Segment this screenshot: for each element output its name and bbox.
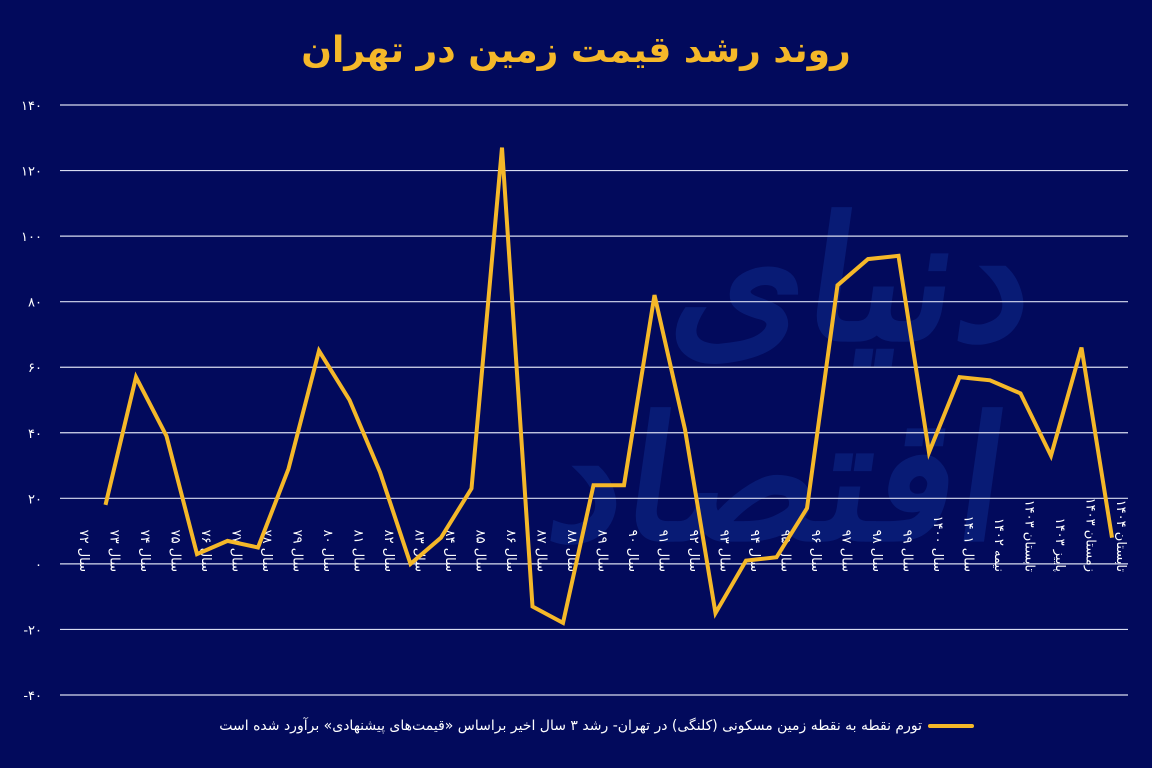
legend-label: تورم نقطه به نقطه زمین مسکونی (کلنگی) در…	[219, 718, 922, 734]
legend-line-swatch-icon	[928, 724, 974, 728]
x-tick-label: سال ۷۴	[137, 530, 152, 572]
x-tick-label: سال ۸۲	[381, 530, 396, 572]
x-tick-label: سال ۱۴۰۱	[961, 516, 976, 572]
x-tick-label: تابستان ۱۴۰۳	[1022, 500, 1037, 573]
y-tick-label: ۲۰	[28, 492, 42, 507]
data-line	[103, 147, 1114, 626]
chart-title: روند رشد قیمت زمین در تهران	[301, 30, 851, 71]
x-tick-label: سال ۱۴۰۰	[930, 516, 945, 572]
y-tick-label: ۰	[35, 558, 42, 573]
gridlines	[60, 104, 1128, 696]
y-tick-label: ۱۲۰	[21, 165, 42, 180]
x-tick-label: زمستان ۱۴۰۳	[1083, 498, 1098, 572]
x-tick-label: سال ۹۱	[656, 530, 671, 572]
x-tick-label: سال ۹۰	[625, 530, 640, 572]
y-tick-label: ۸۰	[28, 296, 42, 311]
x-tick-label: سال ۹۹	[900, 530, 915, 572]
x-tick-label: سال ۹۲	[686, 530, 701, 572]
x-tick-label: سال ۹۶	[808, 530, 823, 572]
x-tick-label: سال ۹۴	[747, 530, 762, 572]
x-tick-label: پاییز ۱۴۰۳	[1052, 518, 1067, 573]
y-tick-label: -۲۰	[23, 623, 42, 638]
x-tick-label: سال ۸۷	[534, 530, 549, 572]
x-tick-label: سال ۷۳	[107, 530, 122, 572]
y-tick-label: ۱۰۰	[21, 230, 42, 245]
x-tick-label: سال ۸۴	[442, 530, 457, 572]
x-tick-label: سال ۹۸	[869, 530, 884, 572]
x-tick-label: سال ۸۶	[503, 530, 518, 572]
legend: تورم نقطه به نقطه زمین مسکونی (کلنگی) در…	[180, 718, 980, 734]
x-tick-label: سال ۹۷	[839, 530, 854, 572]
x-tick-label: سال ۸۰	[320, 530, 335, 572]
y-tick-label: ۱۴۰	[21, 99, 42, 114]
x-tick-label: تابستان ۱۴۰۴	[1113, 500, 1128, 573]
x-tick-label: سال ۷۲	[76, 530, 91, 572]
y-tick-label: ۴۰	[28, 427, 42, 442]
y-tick-label: ۶۰	[28, 361, 42, 376]
x-tick-label: سال ۸۹	[595, 530, 610, 572]
x-tick-label: سال ۷۵	[168, 530, 183, 572]
x-tick-label: سال ۷۹	[290, 530, 305, 572]
x-tick-label: نیمه ۱۴۰۲	[991, 518, 1006, 572]
x-tick-label: سال ۹۳	[717, 530, 732, 572]
x-tick-label: سال ۸۵	[473, 530, 488, 572]
y-tick-label: -۴۰	[23, 689, 42, 704]
x-tick-label: سال ۸۱	[351, 530, 366, 572]
y-axis-ticks: ۱۴۰ ۱۲۰ ۱۰۰ ۸۰ ۶۰ ۴۰ ۲۰ ۰ -۲۰ -۴۰	[21, 99, 42, 704]
x-tick-label: سال ۷۷	[229, 530, 244, 572]
